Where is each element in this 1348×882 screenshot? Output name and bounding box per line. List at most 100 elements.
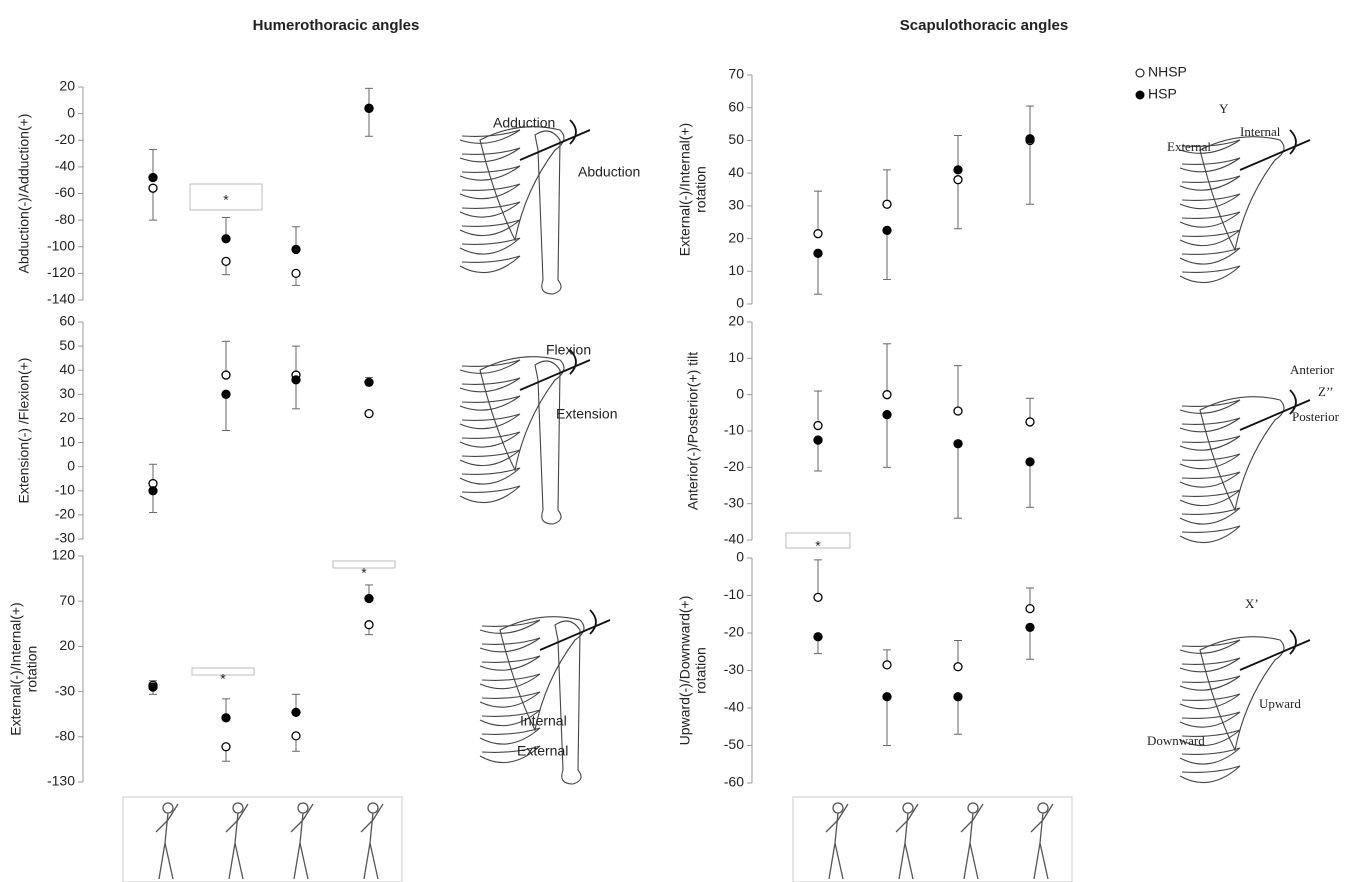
- point: [814, 230, 822, 238]
- y-axis-label: Anterior(-)/Posterior(+) tilt: [685, 352, 701, 510]
- point: [883, 200, 891, 208]
- point: [954, 440, 962, 448]
- rib: [460, 432, 520, 447]
- rib: [460, 202, 520, 217]
- point: [1026, 458, 1034, 466]
- stick-body: [961, 804, 983, 879]
- stick-head: [298, 803, 308, 813]
- y-tick-label: 40: [59, 361, 75, 377]
- y-tick-label: 30: [728, 197, 744, 213]
- y-tick-label: -10: [724, 586, 744, 602]
- y-tick-label: 0: [67, 457, 75, 473]
- point: [292, 376, 300, 384]
- y-tick-label: 20: [59, 409, 75, 425]
- rib: [480, 620, 540, 633]
- rotation-arrow: [1290, 630, 1296, 654]
- stick-body: [291, 804, 313, 879]
- stick-body: [361, 804, 383, 879]
- shoulder-diagram: [1180, 390, 1310, 543]
- scapula: [1200, 137, 1284, 250]
- y-tick-label: 70: [59, 592, 75, 608]
- rib: [460, 414, 520, 429]
- stick-body: [156, 804, 178, 879]
- y-tick-label: 10: [728, 349, 744, 365]
- diagram-label: External: [1167, 139, 1211, 154]
- rib: [460, 166, 520, 180]
- rib: [1180, 248, 1240, 264]
- diagram-label: Abduction: [578, 164, 640, 180]
- rib: [460, 220, 520, 236]
- y-axis-label: External(-)/Internal(+): [8, 602, 24, 735]
- point: [365, 594, 373, 602]
- y-tick-label: 20: [728, 229, 744, 245]
- rib: [1180, 694, 1240, 709]
- y-tick-label: 50: [728, 131, 744, 147]
- y-tick-label: -80: [55, 728, 75, 744]
- rotation-arrow: [570, 120, 576, 144]
- legend-label: NHSP: [1148, 64, 1187, 80]
- significance-mark: *: [223, 192, 229, 208]
- y-tick-label: 0: [736, 295, 744, 311]
- point: [1026, 623, 1034, 631]
- y-tick-label: 50: [59, 337, 75, 353]
- stick-body: [826, 804, 848, 879]
- point: [149, 184, 157, 192]
- point: [365, 410, 373, 418]
- rib: [460, 378, 520, 392]
- y-tick-label: 0: [736, 549, 744, 565]
- point: [222, 714, 230, 722]
- y-tick-label: -40: [724, 699, 744, 715]
- legend-marker: [1136, 69, 1144, 77]
- point: [292, 245, 300, 253]
- point: [149, 487, 157, 495]
- diagram-label: Z’’: [1318, 384, 1334, 399]
- y-tick-label: -130: [47, 773, 75, 789]
- rib: [1180, 508, 1240, 524]
- rib: [1180, 676, 1240, 690]
- y-tick-label: -20: [724, 458, 744, 474]
- rib: [1180, 454, 1240, 469]
- point: [814, 422, 822, 430]
- point: [883, 693, 891, 701]
- point: [222, 371, 230, 379]
- point: [883, 411, 891, 419]
- y-axis-label: Extension(-) /Flexion(+): [16, 358, 32, 504]
- figure: Humerothoracic angles-140-120-100-80-60-…: [0, 0, 1348, 882]
- legend-label: HSP: [1148, 86, 1177, 102]
- scapula: [1200, 397, 1284, 510]
- y-tick-label: -30: [55, 682, 75, 698]
- y-tick-label: -140: [47, 291, 75, 307]
- point: [954, 407, 962, 415]
- humerus: [555, 621, 581, 784]
- rib: [1180, 418, 1240, 432]
- point: [1026, 135, 1034, 143]
- point: [292, 708, 300, 716]
- point: [814, 249, 822, 257]
- significance-mark: *: [815, 538, 821, 554]
- y-tick-label: -30: [724, 494, 744, 510]
- point: [883, 661, 891, 669]
- y-tick-label: -60: [55, 184, 75, 200]
- rib: [1180, 212, 1240, 227]
- stick-figures: [156, 803, 1053, 879]
- y-tick-label: 20: [728, 313, 744, 329]
- point: [814, 633, 822, 641]
- stick-head: [833, 803, 843, 813]
- point: [954, 166, 962, 174]
- y-tick-label: -30: [55, 530, 75, 546]
- point: [292, 732, 300, 740]
- point: [222, 390, 230, 398]
- rib: [460, 468, 520, 484]
- point: [954, 176, 962, 184]
- y-tick-label: -40: [55, 158, 75, 174]
- point: [222, 257, 230, 265]
- y-axis-label: Abduction(-)/Adduction(+): [16, 114, 32, 274]
- rib: [1180, 194, 1240, 209]
- humerus: [535, 361, 561, 524]
- diagram-label: Anterior: [1290, 362, 1335, 377]
- y-tick-label: 0: [736, 385, 744, 401]
- point: [365, 104, 373, 112]
- rib: [460, 184, 520, 199]
- rib: [1180, 472, 1240, 487]
- y-axis-label: External(-)/Internal(+): [677, 123, 693, 256]
